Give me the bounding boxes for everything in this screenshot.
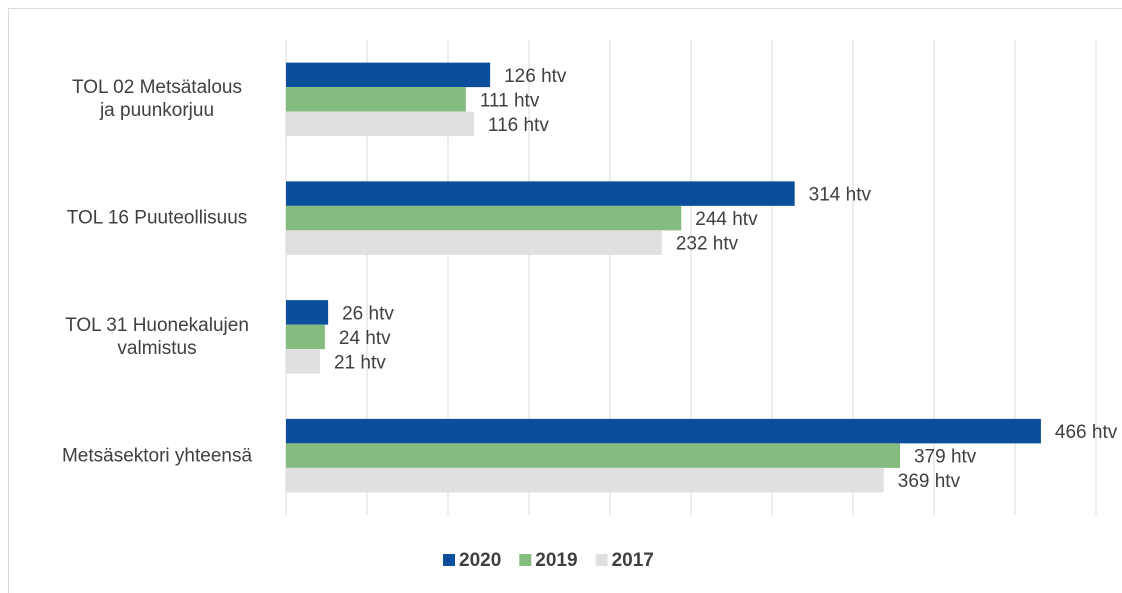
bar [286,62,491,88]
legend-swatch [595,554,608,566]
bar [286,300,329,325]
category-label: Metsäsektori yhteensä [61,445,253,467]
legend-swatch [443,554,455,566]
value-label: 111 htv [480,90,540,111]
value-label: 369 htv [898,471,961,492]
bar [286,324,325,350]
bar [286,467,884,493]
legend-label: 2019 [535,550,577,571]
category-label: TOL 02 Metsätalous ja puunkorjuu [71,77,243,122]
bar [286,418,1041,444]
bar [286,443,900,468]
chart-border [8,8,1122,593]
legend-label: 2017 [612,550,654,571]
bar [286,87,466,112]
bar [286,230,662,255]
bar [286,111,474,137]
value-label: 244 htv [695,209,758,230]
value-label: 232 htv [676,234,739,255]
category-label: TOL 31 Huonekalujen valmistus [65,314,249,359]
value-label: 24 htv [339,328,391,349]
bar [286,349,321,374]
bar [286,205,682,231]
value-label: 466 htv [1055,422,1118,443]
legend-swatch [519,554,532,566]
category-label: TOL 16 Puuteollisuus [66,207,248,229]
value-label: 126 htv [504,66,567,87]
bar [286,181,795,206]
value-label: 21 htv [334,352,386,373]
value-label: 26 htv [342,303,394,324]
value-label: 314 htv [809,185,872,206]
value-label: 116 htv [488,115,549,136]
value-label: 379 htv [914,447,977,468]
legend-label: 2020 [459,550,501,571]
